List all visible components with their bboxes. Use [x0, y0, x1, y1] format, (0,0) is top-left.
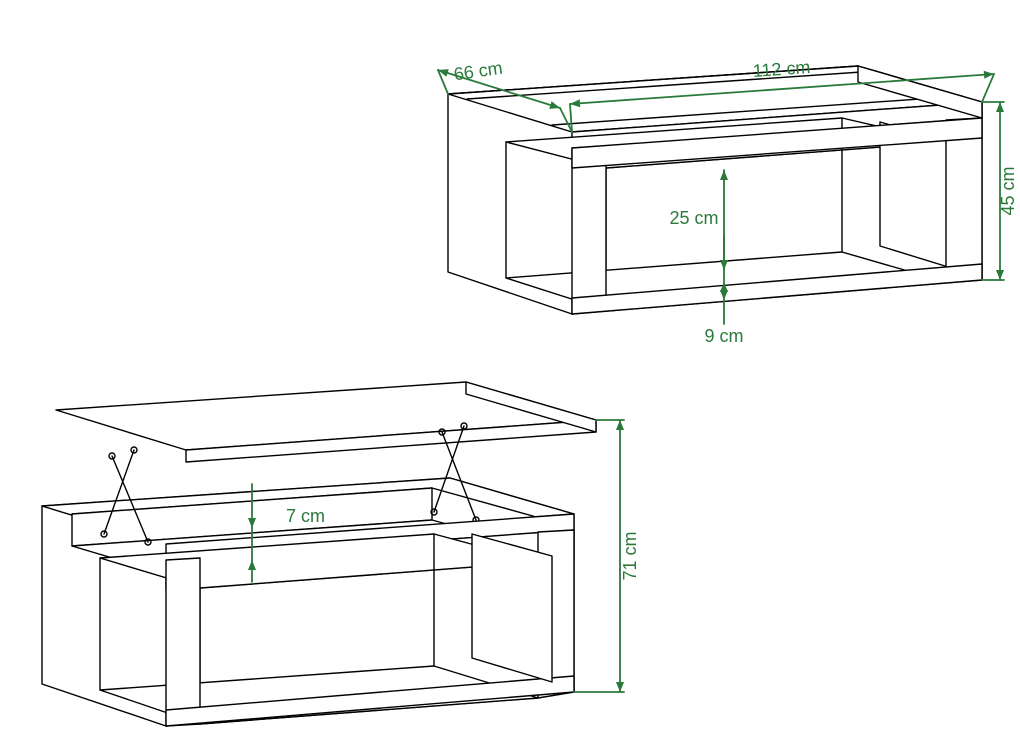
dim-width-112-label: 112 cm: [752, 57, 811, 81]
dim-base-9-label: 9 cm: [704, 326, 743, 346]
dim-shelf-25-label: 25 cm: [669, 208, 718, 228]
open-side-opening: [472, 534, 552, 682]
dim-height-45-label: 45 cm: [998, 166, 1018, 215]
front-left-leg: [572, 146, 606, 314]
dim-open-71: 71 cm: [574, 420, 640, 692]
dim-well-7-label: 7 cm: [286, 506, 325, 526]
open-front-left-leg: [166, 558, 200, 726]
dim-height-45: 45 cm: [982, 102, 1018, 280]
dim-depth-66-label: 66 cm: [452, 58, 503, 85]
dim-open-71-label: 71 cm: [620, 531, 640, 580]
front-right-leg: [946, 118, 982, 282]
